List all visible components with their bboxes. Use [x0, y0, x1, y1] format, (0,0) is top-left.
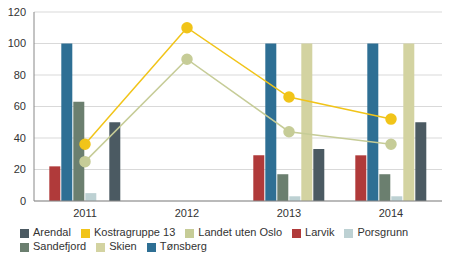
html-text:Porsgrunn: Porsgrunn: [357, 226, 409, 238]
svg-text:60: 60: [14, 100, 26, 112]
svg-text:40: 40: [14, 132, 26, 144]
html-text:Kostragruppe 13: Kostragruppe 13: [93, 226, 176, 238]
svg-text:80: 80: [14, 69, 26, 81]
svg-text:20: 20: [14, 163, 26, 175]
svg-text:120: 120: [8, 6, 26, 18]
html-text:Landet uten Oslo: Landet uten Oslo: [198, 226, 283, 238]
html-text:Arendal: Arendal: [33, 226, 71, 238]
html-text:Skien: Skien: [109, 240, 137, 252]
svg-text:0: 0: [20, 195, 26, 207]
html-text:Sandefjord: Sandefjord: [33, 240, 87, 252]
html-text:Tønsberg: Tønsberg: [159, 240, 207, 252]
html-text:Larvik: Larvik: [305, 226, 335, 238]
svg-text:2011: 2011: [73, 207, 97, 219]
svg-text:2013: 2013: [277, 207, 301, 219]
svg-text:2014: 2014: [379, 207, 403, 219]
svg-text:100: 100: [8, 37, 26, 49]
svg-text:2012: 2012: [175, 207, 199, 219]
